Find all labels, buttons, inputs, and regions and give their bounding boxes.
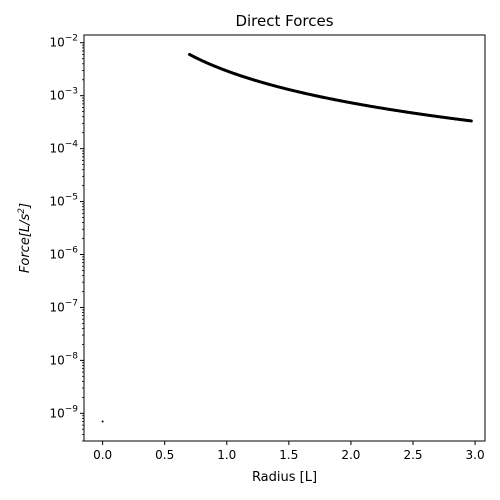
y-axis-ticks: 10−210−310−410−510−610−710−810−9 (49, 34, 84, 442)
y-tick-base: 10 (49, 247, 64, 261)
x-axis-ticks: 0.0 0.5 1.0 1.5 2.0 2.5 3.0 (93, 441, 485, 462)
y-tick-base: 10 (49, 195, 64, 209)
data-curve (188, 52, 473, 123)
x-tick-label: 0.0 (93, 448, 112, 462)
x-tick-label: 2.5 (403, 448, 422, 462)
y-tick-label: 10−2 (49, 34, 78, 50)
x-tick-label: 3.0 (466, 448, 485, 462)
y-tick-base: 10 (49, 300, 64, 314)
data-point (101, 420, 104, 423)
y-tick-exponent: −8 (65, 351, 79, 361)
x-tick-label: 2.0 (341, 448, 360, 462)
y-tick-exponent: −9 (65, 404, 79, 414)
y-tick-label: 10−8 (49, 351, 78, 367)
y-axis-label-prefix: Force[L/s (18, 213, 33, 273)
y-tick-exponent: −4 (65, 140, 79, 150)
y-axis-label-suffix: ] (18, 203, 33, 209)
y-axis-label-superscript: 2 (17, 208, 27, 214)
x-axis-label: Radius [L] (252, 470, 317, 485)
y-tick-label: 10−9 (49, 404, 78, 420)
y-tick-exponent: −7 (65, 298, 78, 308)
chart-title: Direct Forces (235, 12, 333, 30)
x-tick-label: 0.5 (155, 448, 174, 462)
y-tick-label: 10−7 (49, 298, 78, 314)
y-tick-base: 10 (49, 89, 64, 103)
y-tick-base: 10 (49, 353, 64, 367)
y-tick-exponent: −5 (65, 193, 78, 203)
y-tick-exponent: −2 (65, 34, 78, 44)
y-tick-label: 10−6 (49, 245, 78, 261)
data-marks (101, 52, 473, 423)
y-tick-exponent: −6 (65, 245, 79, 255)
y-axis-label: Force[L/s2] (17, 203, 33, 273)
x-tick-label: 1.0 (217, 448, 236, 462)
x-tick-label: 1.5 (279, 448, 298, 462)
y-tick-label: 10−3 (49, 87, 78, 103)
y-tick-exponent: −3 (65, 87, 78, 97)
plot-frame (83, 34, 486, 442)
y-tick-label: 10−5 (49, 193, 78, 209)
y-tick-base: 10 (49, 406, 64, 420)
y-tick-base: 10 (49, 142, 64, 156)
y-tick-label: 10−4 (49, 140, 78, 156)
y-tick-base: 10 (49, 36, 64, 50)
